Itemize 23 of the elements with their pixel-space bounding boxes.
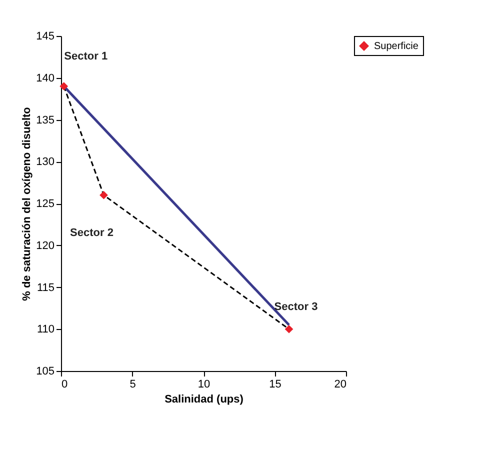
- annotation: Sector 2: [70, 227, 114, 240]
- point: [60, 82, 68, 90]
- x-tick-label: 5: [130, 378, 136, 390]
- point: [100, 190, 108, 200]
- y-tick-label: 115: [36, 282, 54, 294]
- y-tick-label: 135: [36, 114, 54, 126]
- x-tick-label: 0: [62, 378, 68, 390]
- y-tick-label: 140: [36, 72, 54, 84]
- y-tick-label: 130: [36, 156, 54, 168]
- x-tick-label: 20: [334, 378, 346, 390]
- y-tick-label: 125: [36, 198, 54, 210]
- legend-label: Superficie: [374, 41, 419, 52]
- y-axis-title: % de saturación del oxígeno disuelto: [21, 106, 34, 301]
- y-tick-label: 120: [36, 240, 54, 252]
- y-tick-label: 105: [36, 366, 54, 378]
- annotation: Sector 1: [64, 50, 108, 62]
- annotation: Sector 3: [274, 301, 318, 314]
- y-tick-label: 145: [36, 30, 54, 42]
- point: [284, 324, 294, 334]
- x-axis-title: Salinidad (ups): [164, 394, 244, 406]
- x-tick-label: 15: [269, 378, 282, 390]
- x-tick-label: 10: [198, 378, 210, 390]
- y-tick-label: 110: [36, 324, 54, 336]
